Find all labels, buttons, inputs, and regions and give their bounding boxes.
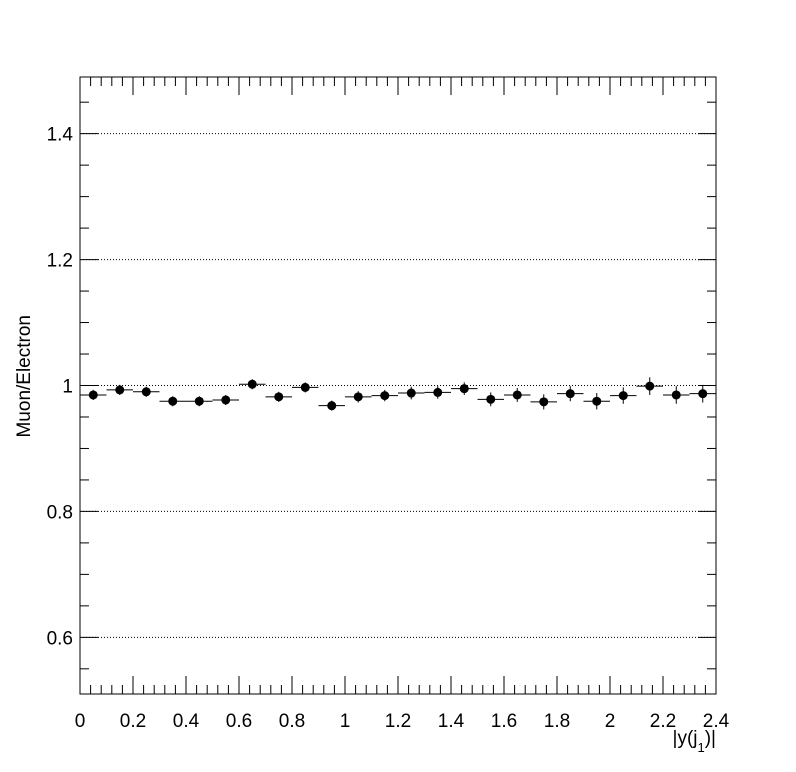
data-point (345, 391, 372, 403)
data-marker (327, 401, 337, 411)
data-marker (247, 379, 257, 389)
y-tick-label: 1 (62, 377, 73, 398)
data-marker (380, 391, 390, 401)
data-point (610, 387, 637, 404)
data-marker (618, 391, 628, 401)
data-marker (698, 389, 708, 399)
data-point (530, 394, 557, 410)
data-point (133, 386, 160, 397)
data-point (636, 377, 663, 395)
data-marker (115, 385, 125, 395)
x-tick-label: 2 (605, 711, 616, 732)
x-tick-label: 1 (340, 711, 351, 732)
data-marker (539, 397, 549, 407)
y-tick-label: 1.2 (47, 251, 73, 272)
y-tick-labels: 0.6 0.8 1 1.2 1.4 (47, 125, 74, 650)
data-point (451, 382, 478, 395)
x-tick-label: 2.4 (703, 711, 730, 732)
data-point (398, 386, 425, 400)
x-tick-label: 2.2 (650, 711, 676, 732)
axis-ticks (79, 77, 717, 694)
x-axis-title-subscript: 1 (698, 740, 705, 755)
data-marker (671, 390, 681, 400)
data-marker (300, 382, 310, 392)
data-point (663, 386, 690, 404)
x-tick-label: 1.8 (544, 711, 570, 732)
x-tick-label: 1.6 (491, 711, 517, 732)
y-tick-label: 0.8 (47, 502, 73, 523)
x-tick-label: 1.4 (438, 711, 465, 732)
data-marker (194, 396, 204, 406)
x-axis-title-main: |y(j (673, 728, 698, 749)
data-point (557, 386, 584, 402)
data-marker (486, 394, 496, 404)
data-points (80, 377, 716, 411)
data-point (80, 389, 107, 400)
data-marker (168, 396, 178, 406)
x-axis-title-suffix: )| (705, 728, 716, 749)
data-point (477, 392, 504, 407)
x-tick-label: 1.2 (385, 711, 411, 732)
data-point (318, 400, 345, 411)
data-marker (512, 390, 522, 400)
data-point (583, 393, 610, 410)
data-point (504, 388, 531, 402)
data-marker (274, 392, 284, 402)
y-tick-label: 1.4 (47, 125, 74, 146)
data-marker (459, 384, 469, 394)
data-marker (592, 396, 602, 406)
grid-lines (80, 133, 716, 638)
data-marker (406, 388, 416, 398)
x-tick-label: 0.2 (120, 711, 146, 732)
x-tick-labels: 0 0.2 0.4 0.6 0.8 1 1.2 1.4 1.6 1.8 2 2.2 2.4 (75, 711, 730, 732)
data-marker (141, 387, 151, 397)
x-axis-title: |y(j1)| (673, 728, 716, 755)
data-marker (645, 381, 655, 391)
y-tick-label: 0.6 (47, 628, 73, 649)
x-tick-label: 0.4 (173, 711, 200, 732)
data-point (212, 394, 239, 406)
data-marker (565, 389, 575, 399)
data-marker (221, 395, 231, 405)
data-point (292, 382, 319, 393)
x-tick-label: 0.8 (279, 711, 305, 732)
x-tick-label: 0.6 (226, 711, 252, 732)
data-point (689, 384, 716, 403)
data-point (159, 396, 186, 407)
data-point (371, 389, 398, 402)
y-axis-title: Muon/Electron (14, 315, 35, 438)
data-point (239, 379, 266, 390)
data-marker (433, 387, 443, 397)
data-point (106, 384, 133, 395)
data-point (424, 386, 451, 399)
data-point (186, 396, 213, 407)
data-marker (88, 390, 98, 400)
data-marker (353, 392, 363, 402)
x-tick-label: 0 (75, 711, 86, 732)
data-point (265, 391, 292, 402)
